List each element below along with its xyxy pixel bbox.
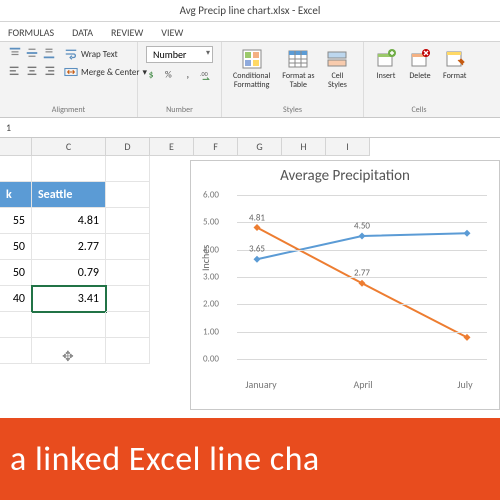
chart-data-label: 2.77 [354,268,370,279]
group-label-cells: Cells [372,105,466,115]
formula-bar[interactable]: 1 [0,118,500,138]
ribbon-group-styles: Conditional Formatting Format as Table C… [222,42,364,117]
col-header[interactable]: C [32,138,106,156]
wrap-text-button[interactable]: Wrap Text [62,46,149,62]
chart-plot-area: 0.001.002.003.004.005.006.003.654.504.81… [237,195,487,359]
chart-data-label: 4.81 [249,212,265,223]
table-header-cell[interactable]: Seattle [32,182,106,208]
number-format-select[interactable]: Number [146,46,213,63]
format-as-table-button[interactable]: Format as Table [279,46,317,92]
col-header[interactable]: F [194,138,238,156]
align-left-icon[interactable] [8,64,22,78]
col-header[interactable]: E [150,138,194,156]
cell[interactable]: 2.77 [32,234,106,260]
col-header[interactable]: D [106,138,150,156]
ribbon-tab[interactable]: DATA [70,24,95,41]
chart-y-tick-label: 5.00 [203,217,219,228]
chart-y-tick-label: 6.00 [203,190,219,201]
chart-y-tick-label: 0.00 [203,354,219,365]
ribbon-tabs: PAGE LAYOUT FORMULAS DATA REVIEW VIEW [0,22,500,42]
delete-cells-icon [409,48,431,70]
delete-cells-button[interactable]: Delete [406,46,434,83]
formula-bar-value: 1 [6,121,11,134]
chart-y-tick-label: 4.00 [203,244,219,255]
ribbon-group-cells: Insert Delete Format Cells [364,42,474,117]
svg-text:$: $ [149,69,154,81]
cell[interactable]: 4.81 [32,208,106,234]
cell[interactable]: 55 [0,208,32,234]
align-right-icon[interactable] [42,64,56,78]
align-middle-icon[interactable] [25,46,39,60]
format-cells-button[interactable]: Format [440,46,469,83]
chart-data-label: 3.65 [249,244,265,255]
cell[interactable]: 50 [0,234,32,260]
format-cells-icon [444,48,466,70]
ribbon-group-alignment: Wrap Text Merge & Center ▾ Alignment [0,42,138,117]
ribbon-tab[interactable]: VIEW [159,24,185,41]
ribbon-tab[interactable]: FORMULAS [6,24,56,41]
cell-styles-icon [326,48,348,70]
chart-data-label: 4.50 [354,221,370,232]
cell[interactable]: 0.79 [32,260,106,286]
cursor-icon: ✥ [62,348,74,365]
group-label-number: Number [146,105,213,115]
column-headers: C D E F G H I [0,138,500,156]
insert-cells-icon [375,48,397,70]
col-header[interactable]: H [282,138,326,156]
cell-styles-button[interactable]: Cell Styles [323,46,351,92]
banner-text: a linked Excel line cha [10,439,320,480]
svg-text:%: % [165,69,172,81]
cell[interactable]: 40 [0,286,32,312]
col-header[interactable]: I [326,138,370,156]
chart-y-tick-label: 1.00 [203,326,219,337]
svg-text:.00: .00 [200,70,208,78]
cell-selected[interactable]: 3.41 [32,286,106,312]
conditional-formatting-icon [241,48,263,70]
chart[interactable]: Average Precipitation Inches 0.001.002.0… [190,160,500,410]
group-label-alignment: Alignment [8,105,129,115]
chart-title: Average Precipitation [191,161,499,187]
align-center-icon[interactable] [25,64,39,78]
cell[interactable]: 50 [0,260,32,286]
table-header-cell[interactable]: k [0,182,32,208]
ribbon-group-number: Number $ % , .00 Number [138,42,222,117]
worksheet-area: C D E F G H I k Seattle 55 4.81 50 2.77 … [0,138,500,418]
col-header[interactable]: G [238,138,282,156]
group-label-styles: Styles [230,105,355,115]
format-as-table-icon [287,48,309,70]
currency-icon[interactable]: $ [146,67,160,81]
align-bottom-icon[interactable] [42,46,56,60]
chart-x-label: January [245,378,276,391]
insert-cells-button[interactable]: Insert [372,46,400,83]
window-title: Avg Precip line chart.xlsx - Excel [180,4,321,17]
window-titlebar: Avg Precip line chart.xlsx - Excel [0,0,500,22]
chart-x-label: April [353,378,372,391]
overlay-banner: a linked Excel line cha [0,418,500,500]
chart-x-label: July [457,378,472,391]
wrap-text-icon [64,47,78,61]
ribbon-tab[interactable]: REVIEW [109,24,145,41]
align-top-icon[interactable] [8,46,22,60]
merge-center-button[interactable]: Merge & Center ▾ [62,64,149,80]
merge-center-icon [64,65,78,79]
comma-icon[interactable]: , [182,67,196,81]
svg-text:,: , [186,68,189,82]
chart-y-tick-label: 2.00 [203,299,219,310]
conditional-formatting-button[interactable]: Conditional Formatting [230,46,273,92]
increase-decimal-icon[interactable]: .00 [200,67,214,81]
ribbon: Wrap Text Merge & Center ▾ Alignment Num… [0,42,500,118]
percent-icon[interactable]: % [164,67,178,81]
chart-y-tick-label: 3.00 [203,272,219,283]
